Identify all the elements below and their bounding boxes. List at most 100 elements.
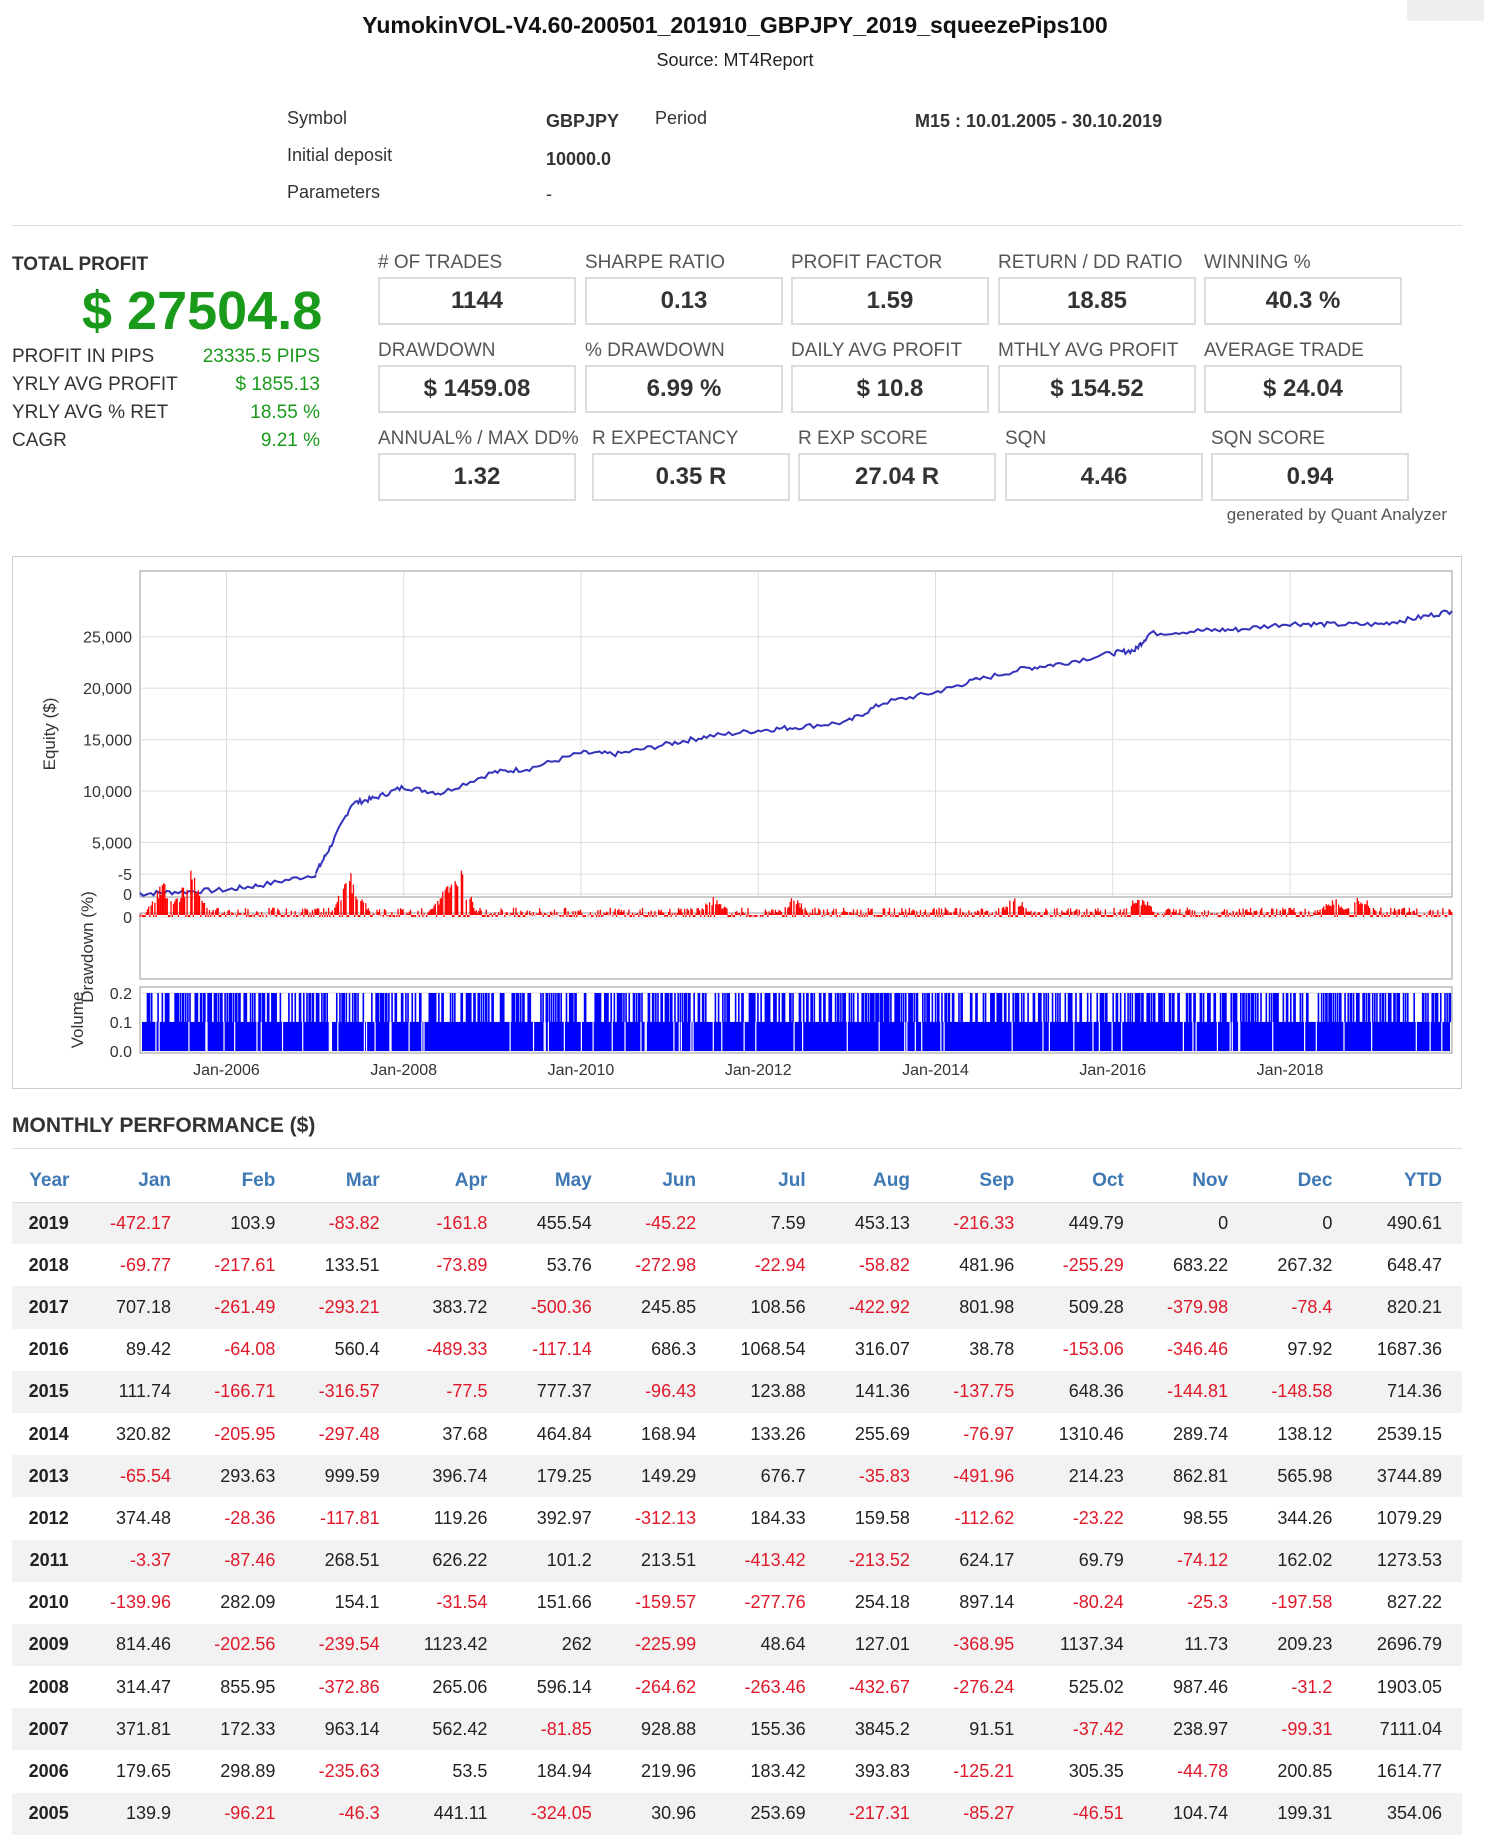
value-cell: 48.64	[716, 1623, 826, 1667]
value-cell: -217.31	[825, 1792, 930, 1835]
year-cell: 2017	[12, 1286, 87, 1329]
value-cell: 827.22	[1386, 1592, 1442, 1613]
value-cell: -500.36	[507, 1286, 612, 1329]
year-cell: 2018	[28, 1254, 69, 1275]
value-cell: 1068.54	[740, 1339, 806, 1360]
value-cell: 123.88	[716, 1370, 826, 1413]
value-cell: -117.14	[532, 1339, 592, 1360]
stat-value: 0.94	[1211, 453, 1409, 501]
value-cell: 155.36	[716, 1708, 826, 1751]
value-cell: -255.29	[1062, 1254, 1124, 1275]
value-cell: -422.92	[825, 1286, 930, 1329]
value-cell: 0	[1143, 1202, 1249, 1245]
stat-label: MTHLY AVG PROFIT	[998, 340, 1179, 361]
stat-value: 18.85	[998, 277, 1196, 325]
y-tick-label: 5,000	[92, 836, 132, 853]
value-cell: 11.73	[1143, 1623, 1249, 1667]
value-cell: -261.49	[191, 1286, 296, 1329]
value-cell: 354.06	[1352, 1792, 1462, 1835]
x-tick-label: Jan-2010	[548, 1062, 615, 1079]
value-cell: 168.94	[641, 1423, 697, 1444]
value-cell: -37.42	[1034, 1708, 1144, 1751]
value-cell: 392.97	[536, 1507, 592, 1528]
table-row: 2017 707.18 -261.49 -293.21 383.72 -500.36 245…	[12, 1286, 1462, 1329]
value-cell: 209.23	[1248, 1623, 1353, 1667]
value-cell: 0	[1248, 1202, 1353, 1245]
value-cell: -216.33	[929, 1202, 1035, 1245]
column-header: Aug	[825, 1160, 930, 1203]
y-tick-label: 15,000	[83, 733, 132, 750]
value-cell: 213.51	[611, 1539, 717, 1582]
stat-annual-maxdd: ANNUAL% / MAX DD% 1.32	[378, 428, 579, 501]
summary-value: 18.55 %	[250, 402, 320, 423]
stat-daily-avg: DAILY AVG PROFIT $ 10.8	[791, 340, 989, 413]
value-cell: 897.14	[959, 1592, 1015, 1613]
equity-y-ticks: 0 5,000 10,000 15,000 20,000 25,000	[83, 630, 132, 904]
value-cell: 453.13	[825, 1202, 930, 1245]
value-cell: 1123.42	[399, 1623, 508, 1667]
year-cell: 2011	[12, 1539, 87, 1582]
value-cell: 214.23	[1034, 1455, 1144, 1498]
value-cell: -263.46	[744, 1676, 806, 1697]
stat-winning: WINNING % 40.3 %	[1204, 252, 1402, 325]
value-cell: 91.51	[929, 1708, 1035, 1751]
value-cell: 441.11	[399, 1792, 508, 1835]
value-cell: 138.12	[1277, 1423, 1333, 1444]
value-cell: -83.82	[295, 1202, 400, 1245]
value-cell: 265.06	[432, 1676, 488, 1697]
value-cell: -139.96	[109, 1592, 172, 1613]
value-cell: -64.08	[224, 1339, 276, 1360]
value-cell: 1273.53	[1352, 1539, 1462, 1582]
year-cell: 2012	[28, 1507, 69, 1528]
stat-value: 27.04 R	[798, 453, 996, 501]
value-cell: -3.37	[86, 1539, 192, 1582]
value-cell: 963.14	[295, 1708, 400, 1751]
total-profit-value: $ 27504.8	[82, 281, 323, 341]
value-cell: 267.32	[1277, 1254, 1333, 1275]
equity-series-line	[139, 609, 1453, 897]
value-cell: -73.89	[436, 1254, 488, 1275]
value-cell: 268.51	[295, 1539, 400, 1582]
y-tick-label: 10,000	[83, 784, 132, 801]
value-cell: 184.94	[536, 1761, 592, 1782]
column-header: Sep	[929, 1160, 1035, 1203]
value-cell: 1137.34	[1034, 1623, 1144, 1667]
value-cell: -144.81	[1143, 1370, 1249, 1413]
corner-tab-button[interactable]	[1407, 0, 1484, 21]
value-cell: -293.21	[295, 1286, 400, 1329]
value-cell: -74.12	[1143, 1539, 1249, 1582]
stat-r-expectancy: R EXPECTANCY 0.35 R	[592, 428, 790, 501]
value-cell: -489.33	[426, 1339, 488, 1360]
value-cell: 3744.89	[1352, 1455, 1462, 1498]
summary-value: 23335.5 PIPS	[202, 346, 320, 367]
stat-label: DRAWDOWN	[378, 340, 496, 361]
value-cell: -69.77	[119, 1254, 172, 1275]
stat-value: $ 24.04	[1204, 365, 1402, 413]
value-cell: 714.36	[1352, 1370, 1462, 1413]
value-cell: 133.51	[324, 1254, 380, 1275]
drawdown-y-ticks: 0 -5	[118, 867, 132, 927]
monthly-performance-title: MONTHLY PERFORMANCE ($)	[12, 1114, 316, 1137]
value-cell: 151.66	[536, 1592, 592, 1613]
volume-y-ticks: 0.0 0.1 0.2	[110, 986, 132, 1061]
value-cell: -225.99	[611, 1623, 717, 1667]
value-cell: -239.54	[295, 1623, 400, 1667]
x-tick-label: Jan-2018	[1257, 1062, 1324, 1079]
value-cell: 172.33	[191, 1708, 296, 1751]
value-cell: 393.83	[854, 1761, 910, 1782]
value-cell: -217.61	[214, 1254, 276, 1275]
value-cell: 1687.36	[1376, 1339, 1442, 1360]
value-cell: 199.31	[1248, 1792, 1353, 1835]
value-cell: 374.48	[115, 1507, 172, 1528]
value-cell: -87.46	[191, 1539, 296, 1582]
symbol-value: GBPJPY	[546, 111, 620, 131]
value-cell: 626.22	[399, 1539, 508, 1582]
value-cell: -213.52	[825, 1539, 930, 1582]
value-cell: 596.14	[536, 1676, 592, 1697]
value-cell: -205.95	[214, 1423, 276, 1444]
value-cell: -78.4	[1248, 1286, 1353, 1329]
value-cell: 219.96	[641, 1761, 697, 1782]
value-cell: 1903.05	[1376, 1676, 1442, 1697]
stat-average-trade: AVERAGE TRADE $ 24.04	[1204, 340, 1402, 413]
value-cell: 179.65	[115, 1761, 172, 1782]
